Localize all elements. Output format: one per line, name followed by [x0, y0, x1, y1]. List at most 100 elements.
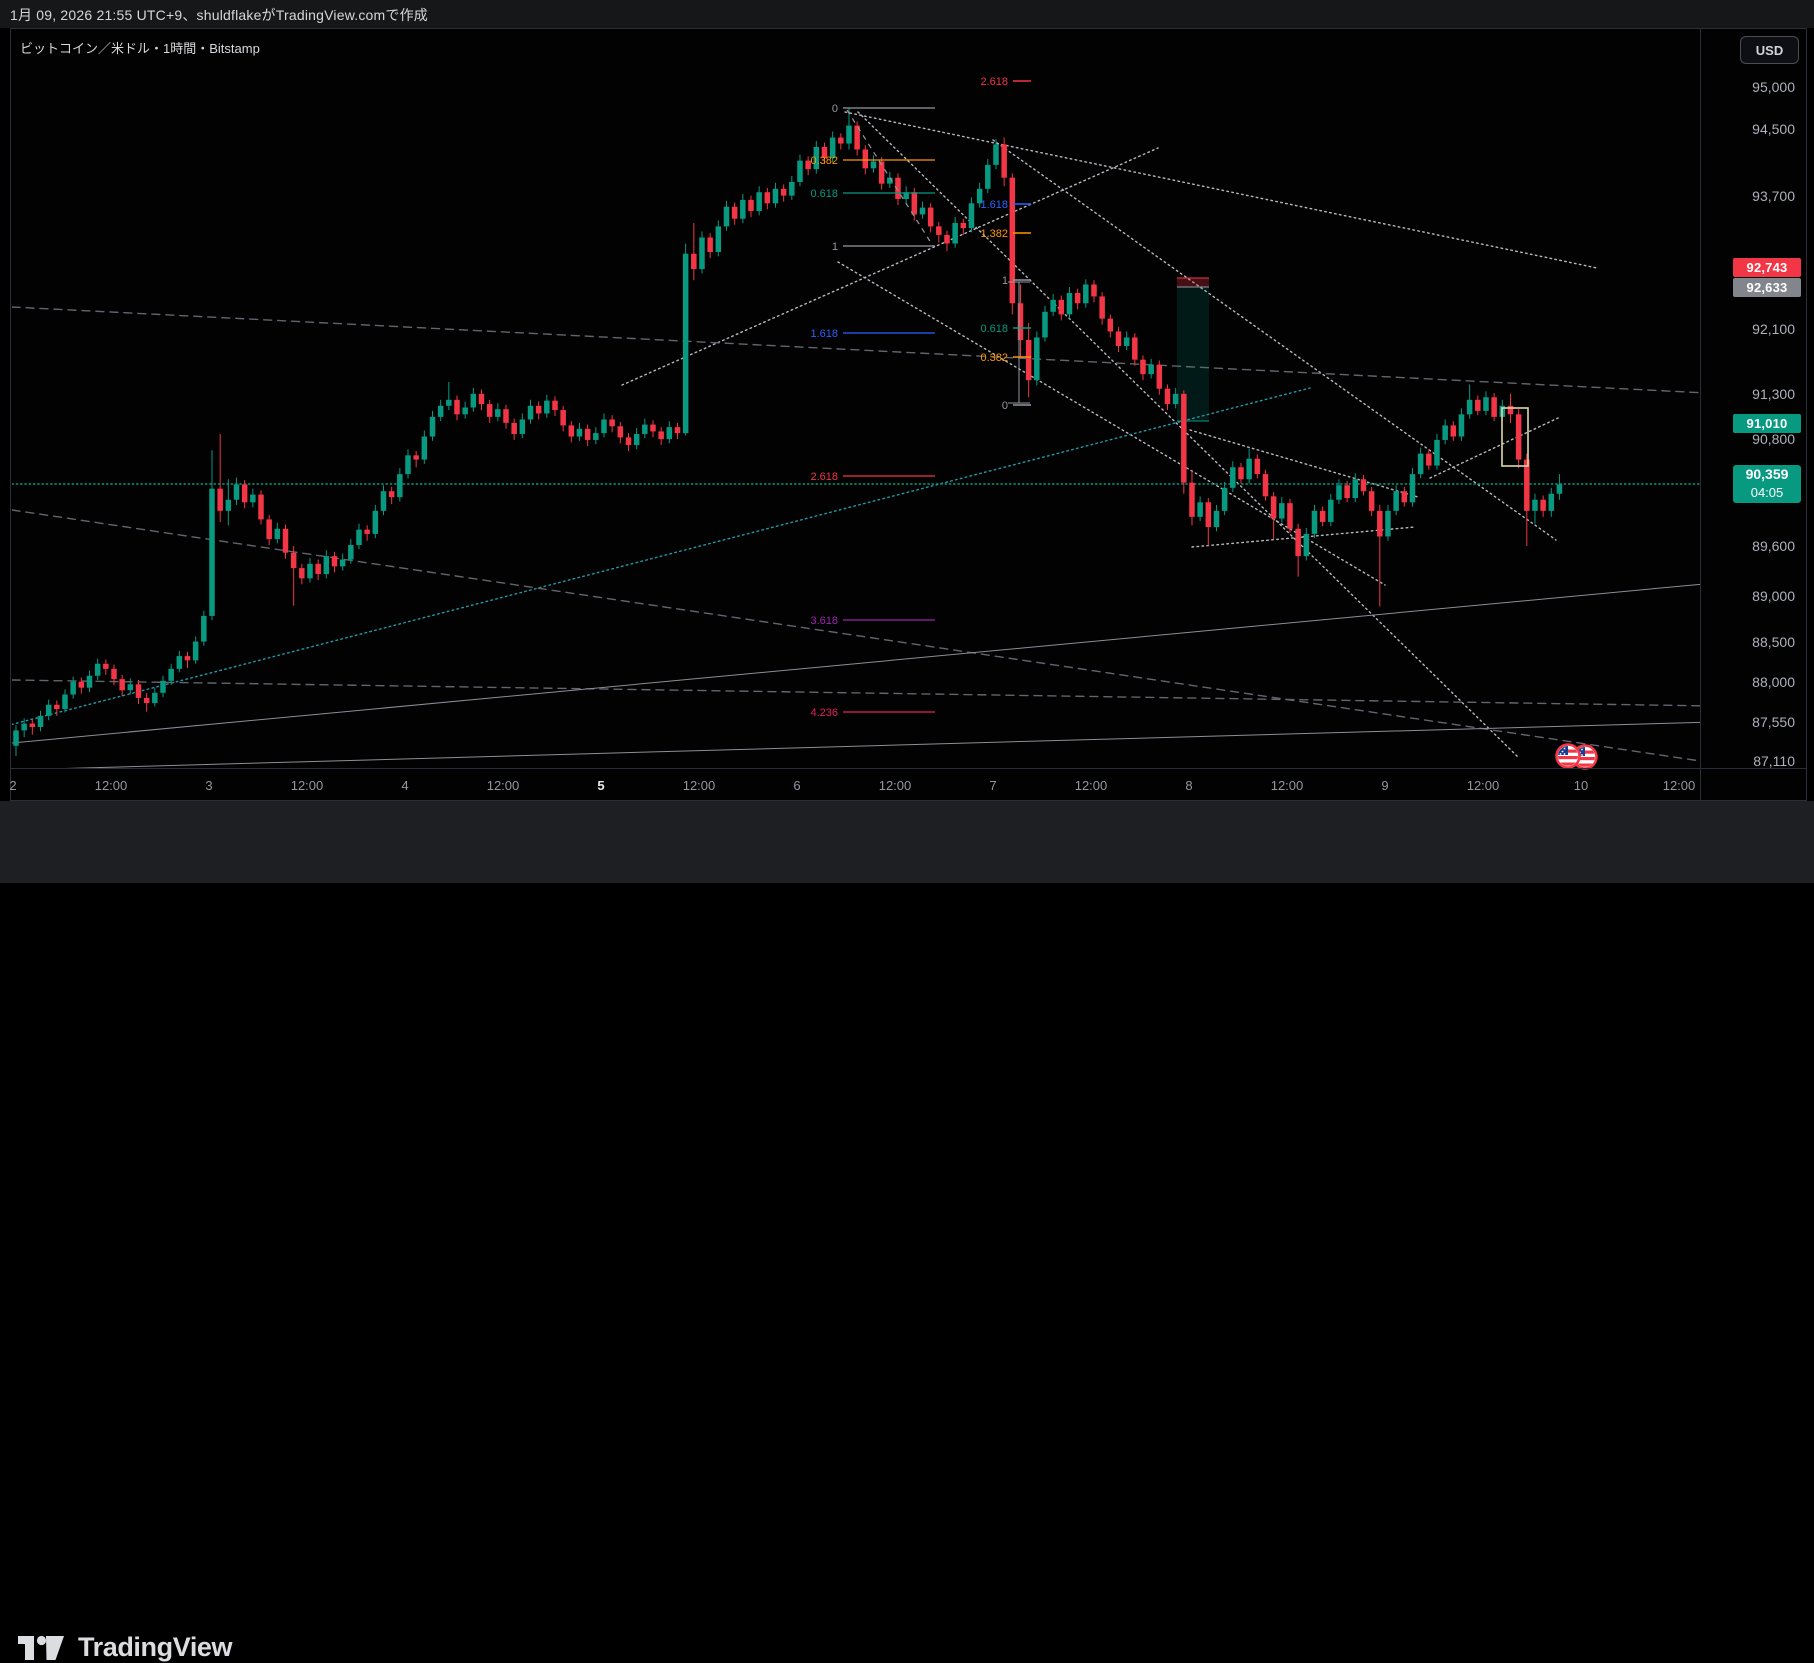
candle	[1132, 337, 1138, 360]
candle	[209, 488, 215, 616]
candle	[1483, 397, 1489, 411]
candle	[797, 160, 803, 182]
trendline-dotted[interactable]	[844, 111, 1598, 269]
candle	[217, 488, 223, 511]
candle	[503, 409, 509, 423]
candle	[470, 393, 477, 408]
time-tick-label: 2	[9, 778, 17, 793]
candle	[1042, 311, 1048, 338]
candle	[1148, 364, 1154, 375]
candle	[364, 529, 370, 534]
candle	[666, 427, 673, 440]
bar-countdown: 04:05	[1750, 485, 1784, 500]
price-tick-label: 92,100	[1752, 321, 1795, 337]
trendline-dashed[interactable]	[12, 509, 1714, 763]
time-tick-label: 7	[989, 778, 997, 793]
trendline-solid[interactable]	[12, 583, 1714, 744]
trendlines[interactable]	[2, 111, 1733, 770]
target-price-label: 91,010	[1733, 413, 1801, 433]
candle	[70, 681, 76, 695]
candle	[601, 419, 607, 434]
candle	[527, 405, 534, 420]
candle	[1017, 303, 1024, 341]
tradingview-logo[interactable]: TradingView	[18, 1632, 233, 1663]
trendline-dashed[interactable]	[12, 679, 1714, 707]
candle	[535, 405, 542, 414]
candle	[282, 528, 289, 553]
candle	[1336, 485, 1342, 500]
candle	[348, 545, 354, 560]
candle	[789, 181, 795, 196]
candle	[1156, 364, 1163, 389]
candle	[1099, 296, 1105, 319]
candle	[225, 499, 232, 511]
price-tick-label: 94,500	[1752, 121, 1795, 137]
trendline-dotted[interactable]	[992, 139, 1557, 541]
candle	[723, 206, 730, 227]
candle	[380, 491, 387, 511]
time-axis[interactable]: 2 12:00 3 12:00 4 12:00 5 12:00 6 12:00 7 12:00 8 12:…	[9, 769, 1700, 801]
candle	[160, 680, 166, 693]
candle	[674, 427, 681, 434]
candle	[266, 519, 272, 540]
time-tick-label: 4	[401, 778, 409, 793]
price-tick-label: 89,000	[1752, 588, 1795, 604]
trendline-dotted[interactable]	[1189, 429, 1419, 498]
symbol-title: ビットコイン／米ドル・1時間・Bitstamp	[20, 41, 260, 56]
price-tick-label: 93,700	[1752, 188, 1795, 204]
fib-level-label: 2.618	[810, 471, 838, 483]
chart-pane[interactable]: 0 0.382 0.618 1 1.618 2.618 3.618 4.236 2.618 1.6…	[0, 0, 1814, 883]
candle	[1458, 414, 1465, 437]
candle	[1009, 177, 1016, 304]
candle	[62, 694, 68, 710]
attribution-text: 1月 09, 2026 21:55 UTC+9、shuldflakeがTradi…	[10, 7, 428, 23]
trendline-solid[interactable]	[12, 721, 1714, 770]
current-price: 90,359	[1745, 466, 1789, 482]
price-tick-label: 91,300	[1752, 386, 1795, 402]
price-axis[interactable]: 95,000 94,500 93,700 92,100 91,300 90,800 89,6…	[1701, 29, 1807, 769]
candle	[1254, 458, 1261, 475]
candle	[1189, 482, 1195, 517]
candle	[307, 563, 313, 579]
candle	[54, 704, 60, 710]
candle	[568, 425, 575, 437]
time-tick-label: 3	[205, 778, 213, 793]
candle	[241, 484, 248, 503]
candle	[764, 192, 771, 204]
trendline-dashed[interactable]	[12, 306, 1726, 394]
candle	[1352, 479, 1359, 499]
candle	[772, 188, 779, 204]
candle	[127, 684, 134, 691]
candle	[731, 206, 738, 219]
trendline-dotted[interactable]	[837, 261, 1386, 586]
fib-level-label: 0	[832, 103, 838, 115]
chart-frame	[10, 28, 1807, 801]
candle	[94, 663, 101, 676]
candle	[437, 405, 444, 417]
candle	[1262, 474, 1269, 497]
candle	[1238, 467, 1244, 480]
us-flag-marker-icon[interactable]	[1555, 743, 1598, 770]
trendline-dotted[interactable]	[857, 111, 1519, 758]
time-tick-label: 5	[597, 778, 605, 793]
trendline-dotted[interactable]	[1429, 417, 1559, 479]
price-tick-label: 95,000	[1752, 79, 1795, 95]
price-tick-label: 87,550	[1752, 714, 1795, 730]
candle	[519, 419, 526, 434]
trendline-dotted[interactable]	[2, 387, 1311, 727]
fib-retracement-tools[interactable]: 0 0.382 0.618 1 1.618 2.618 3.618 4.236 2.618 1.6…	[810, 76, 1031, 719]
candle	[1295, 528, 1301, 557]
candle	[854, 125, 860, 150]
price-tick-label: 88,500	[1752, 634, 1795, 650]
candle	[952, 222, 958, 244]
currency-toggle-button[interactable]: USD	[1740, 36, 1799, 64]
candle	[1246, 458, 1252, 480]
candle	[1083, 284, 1089, 304]
tradingview-logo-icon	[18, 1635, 64, 1660]
candle	[715, 226, 722, 253]
price-tick-label: 88,000	[1752, 674, 1795, 690]
candle	[560, 410, 566, 426]
candle	[388, 491, 395, 498]
candle	[1091, 284, 1097, 297]
highlight-rectangle[interactable]	[1501, 407, 1529, 467]
